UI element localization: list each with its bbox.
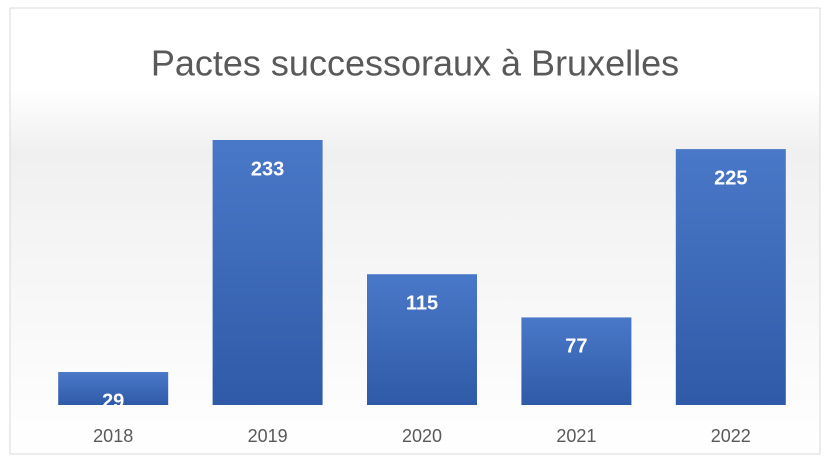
bar — [58, 372, 169, 405]
chart-title: Pactes successoraux à Bruxelles — [151, 43, 679, 84]
bar — [521, 317, 632, 405]
bar — [675, 149, 786, 405]
data-label: 115 — [406, 292, 438, 314]
x-tick-label: 2022 — [711, 426, 751, 446]
x-tick-label: 2019 — [248, 426, 288, 446]
data-label: 225 — [714, 167, 747, 189]
bar — [212, 140, 323, 405]
data-label: 233 — [251, 158, 284, 180]
x-tick-label: 2020 — [402, 426, 442, 446]
x-tick-label: 2018 — [93, 426, 133, 446]
x-tick-label: 2021 — [556, 426, 596, 446]
bar — [367, 274, 477, 405]
data-label: 77 — [565, 336, 587, 358]
data-label: 29 — [102, 390, 124, 412]
